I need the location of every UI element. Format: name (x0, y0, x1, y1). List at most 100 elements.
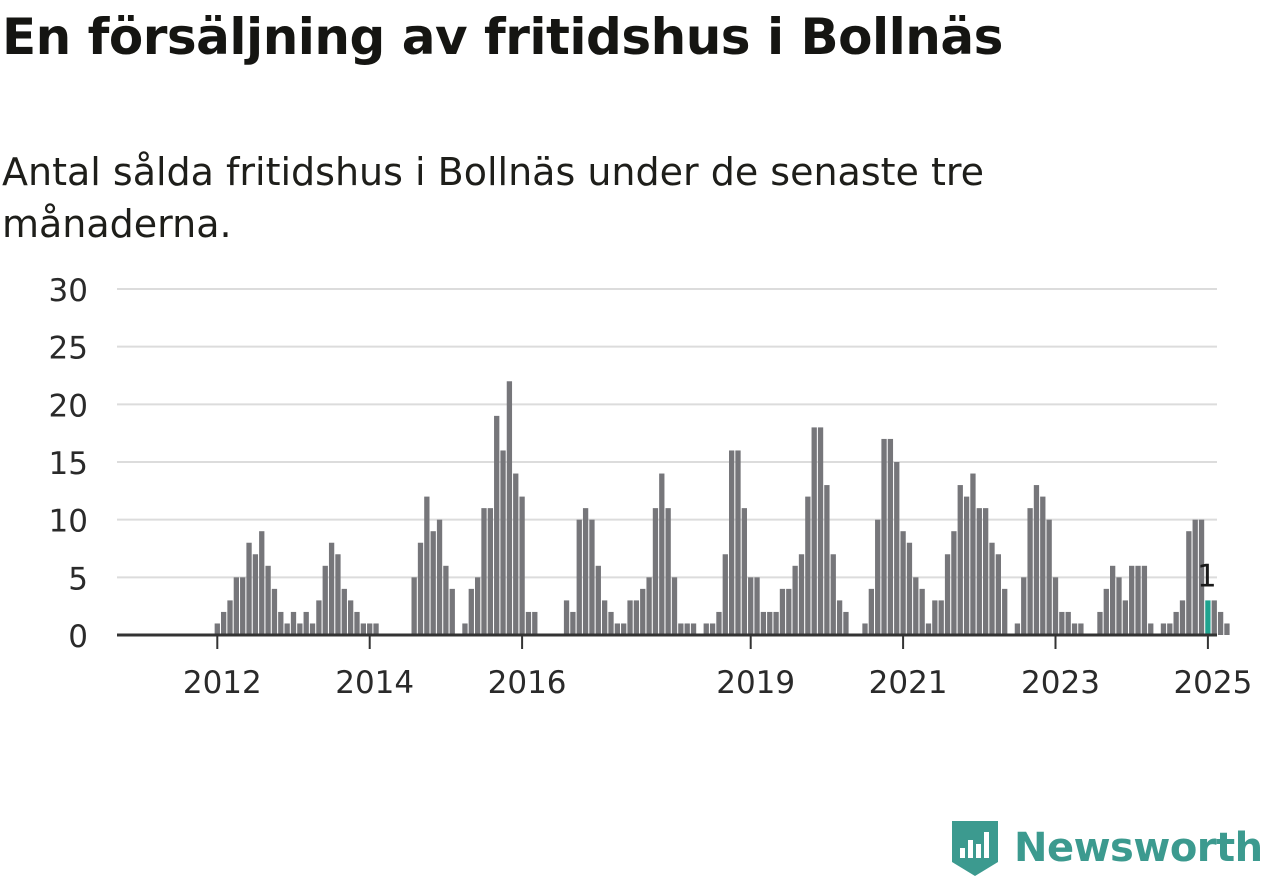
bar (646, 577, 652, 635)
bar (824, 485, 830, 635)
bar (817, 427, 824, 635)
bar (735, 450, 741, 635)
bar (221, 611, 227, 635)
bar (519, 496, 525, 635)
bar (767, 611, 773, 635)
bar (1071, 623, 1078, 635)
bar (678, 623, 684, 635)
bar (576, 519, 582, 635)
bar (690, 623, 697, 635)
bar (900, 531, 906, 635)
bar (354, 611, 360, 635)
bar (367, 623, 373, 635)
bar (709, 623, 716, 635)
bar (1224, 623, 1230, 635)
bar (487, 508, 493, 635)
bar (602, 600, 608, 635)
bar (1122, 600, 1128, 635)
y-tick-label: 25 (49, 331, 88, 367)
bar (786, 588, 792, 635)
bar (265, 565, 271, 635)
bar (525, 611, 532, 635)
bar (868, 588, 874, 635)
chart-subtitle: Antal sålda fritidshus i Bollnäs under d… (2, 150, 985, 246)
bar (1135, 565, 1141, 635)
bar (843, 611, 849, 635)
bar (532, 611, 538, 635)
bar (506, 381, 513, 635)
bar (913, 577, 919, 635)
bar (1040, 496, 1046, 635)
data-label: 1 (1197, 558, 1217, 594)
bar (290, 611, 297, 635)
bar (957, 485, 963, 635)
x-tick-label: 2019 (716, 665, 795, 700)
bar (494, 415, 500, 635)
bar (373, 623, 379, 635)
bar (1033, 485, 1040, 635)
bar (830, 554, 836, 635)
bar (792, 565, 798, 635)
bar (671, 577, 678, 635)
y-tick-label: 30 (49, 273, 88, 309)
bar (1217, 611, 1224, 635)
bar (1059, 611, 1065, 635)
bar (1129, 565, 1135, 635)
bar (1198, 519, 1205, 635)
bar (811, 427, 817, 635)
y-tick-label: 20 (49, 388, 88, 424)
bar (621, 623, 627, 635)
chart-title: En försäljning av fritidshus i Bollnäs (2, 8, 1003, 66)
bar (652, 508, 659, 635)
bar (989, 542, 995, 635)
bar (462, 623, 468, 635)
bar (633, 600, 640, 635)
bar (1148, 623, 1154, 635)
bar (1065, 611, 1071, 635)
bar (659, 473, 665, 635)
bar (906, 542, 913, 635)
x-tick-label: 2014 (335, 665, 414, 700)
bar (976, 508, 982, 635)
bar (233, 577, 239, 635)
x-tick-label: 2021 (869, 665, 948, 700)
bar (627, 600, 633, 635)
bar (259, 531, 265, 635)
bar (970, 473, 976, 635)
newsworthy-logo: Newsworthy (950, 818, 1262, 878)
bar (284, 623, 290, 635)
bar (614, 623, 620, 635)
bar (779, 588, 786, 635)
bar (246, 542, 252, 635)
newsworthy-logo-icon (952, 821, 998, 876)
bar (665, 508, 671, 635)
y-tick-label: 0 (68, 619, 88, 655)
bar (335, 554, 341, 635)
bar (760, 611, 767, 635)
bar (278, 611, 284, 635)
bar (1046, 519, 1052, 635)
bar (798, 554, 805, 635)
bar (481, 508, 487, 635)
bar (741, 508, 747, 635)
bar (1192, 519, 1198, 635)
bar (894, 462, 900, 635)
bar (862, 623, 868, 635)
bar (1110, 565, 1116, 635)
bar (836, 600, 843, 635)
bar (1014, 623, 1021, 635)
bar (716, 611, 722, 635)
bar (963, 496, 970, 635)
bar (1160, 623, 1167, 635)
bar (983, 508, 989, 635)
bar (500, 450, 506, 635)
bar (303, 611, 309, 635)
bar (348, 600, 354, 635)
bar (449, 588, 455, 635)
y-tick-label: 10 (49, 504, 88, 540)
bar (887, 438, 894, 635)
bar (722, 554, 728, 635)
bar (640, 588, 646, 635)
